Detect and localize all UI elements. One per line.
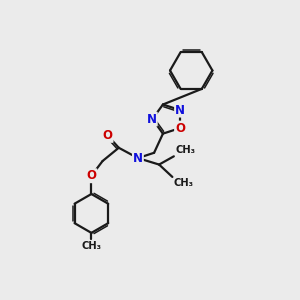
Text: CH₃: CH₃ <box>175 145 195 155</box>
Text: CH₃: CH₃ <box>173 178 194 188</box>
Text: CH₃: CH₃ <box>81 241 101 251</box>
Text: O: O <box>175 122 185 135</box>
Text: N: N <box>147 112 157 126</box>
Text: O: O <box>86 169 96 182</box>
Text: N: N <box>175 103 185 117</box>
Text: N: N <box>133 152 143 165</box>
Text: O: O <box>103 129 112 142</box>
